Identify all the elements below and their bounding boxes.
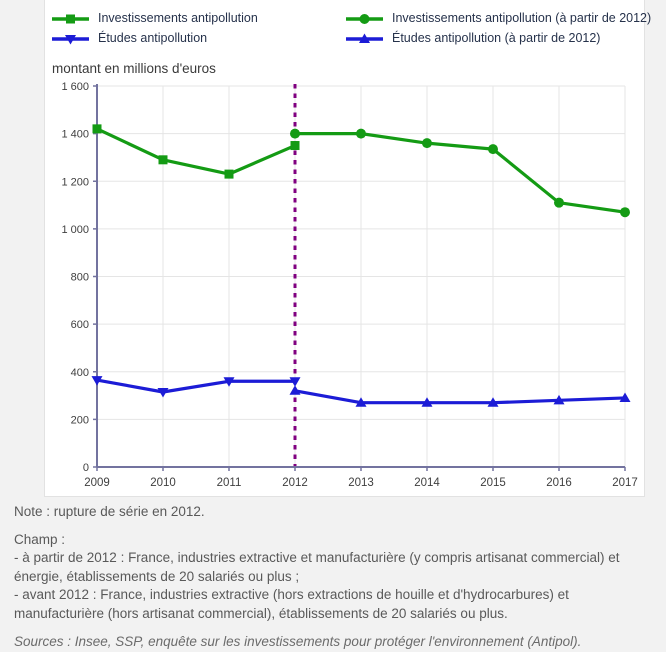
- champ-line-1: - à partir de 2012 : France, industries …: [14, 550, 620, 584]
- circle-marker-icon: [346, 12, 383, 26]
- legend-label: Investissements antipollution (à partir …: [392, 11, 652, 25]
- x-tick-label: 2012: [282, 477, 308, 489]
- chart-panel: Investissements antipollution Études ant…: [44, 0, 651, 497]
- legend-label: Études antipollution: [98, 31, 208, 45]
- y-tick-label: 1 600: [61, 81, 89, 93]
- x-tick-label: 2009: [84, 477, 110, 489]
- y-tick-label: 800: [71, 272, 89, 284]
- legend-item-investissements[interactable]: Investissements antipollution: [52, 11, 346, 26]
- y-tick-label: 400: [71, 367, 89, 379]
- y-tick-label: 600: [71, 319, 89, 331]
- triangle-down-marker-icon: [52, 32, 89, 46]
- y-tick-label: 1 400: [61, 129, 89, 141]
- note-text: Note : rupture de série en 2012.: [14, 504, 205, 519]
- champ-title: Champ :: [14, 531, 66, 547]
- y-tick-label: 1 200: [61, 176, 89, 188]
- champ-line-2: - avant 2012 : France, industries extrac…: [14, 587, 569, 621]
- square-marker-icon: [52, 12, 89, 26]
- series-investissements-apres-2012: [290, 128, 630, 218]
- gridlines: [97, 85, 626, 467]
- legend-label: Investissements antipollution: [98, 11, 258, 25]
- x-tick-label: 2015: [480, 477, 506, 489]
- legend-label: Études antipollution (à partir de 2012): [392, 31, 601, 45]
- notes-section: Note : rupture de série en 2012. Champ :…: [14, 503, 654, 652]
- x-tick-label: 2013: [348, 477, 374, 489]
- sources-text: Sources : Insee, SSP, enquête sur les in…: [14, 634, 582, 649]
- x-tick-label: 2014: [414, 477, 440, 489]
- series-etudes-apres-2012: [289, 385, 631, 407]
- legend-item-investissements-2012[interactable]: Investissements antipollution (à partir …: [346, 11, 651, 26]
- series-investissements-avant-2012: [92, 124, 300, 179]
- triangle-up-marker-icon: [346, 32, 383, 46]
- chart-legend: Investissements antipollution Études ant…: [45, 0, 651, 46]
- y-tick-label: 0: [83, 462, 89, 474]
- x-tick-label: 2017: [612, 477, 638, 489]
- x-tick-label: 2016: [546, 477, 572, 489]
- legend-item-etudes[interactable]: Études antipollution: [52, 31, 346, 46]
- line-chart: 0 200 400 600 800 1 000 1 200 1 400 1 600 2009 201…: [61, 81, 637, 489]
- x-tick-label: 2011: [217, 477, 242, 489]
- y-tick-label: 1 000: [61, 224, 89, 236]
- y-tick-label: 200: [71, 414, 89, 426]
- series-etudes-avant-2012: [91, 376, 301, 398]
- y-axis-title: montant en millions d'euros: [52, 61, 216, 76]
- champ-text: Champ : - à partir de 2012 : France, ind…: [14, 531, 654, 624]
- legend-item-etudes-2012[interactable]: Études antipollution (à partir de 2012): [346, 31, 651, 46]
- axes: 0 200 400 600 800 1 000 1 200 1 400 1 600 2009 201…: [61, 81, 637, 489]
- x-tick-label: 2010: [150, 477, 176, 489]
